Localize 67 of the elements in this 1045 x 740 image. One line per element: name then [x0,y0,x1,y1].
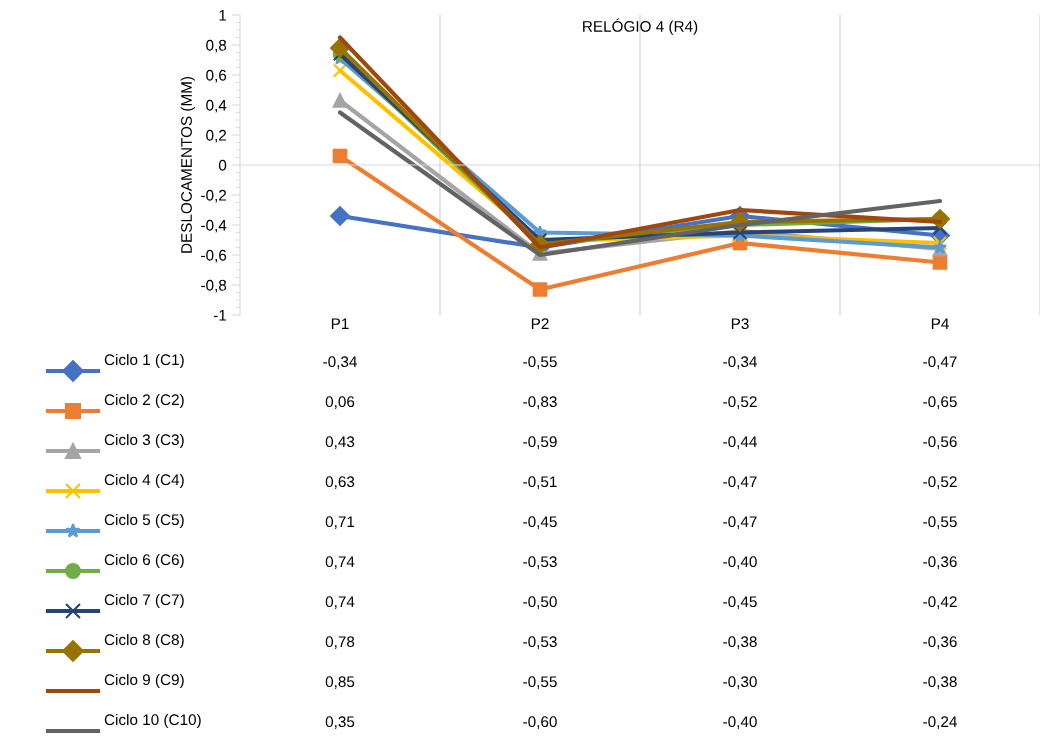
data-label: -0,83 [523,396,557,409]
data-label: 0,74 [325,596,355,609]
data-label: 0,43 [325,436,355,449]
data-label: -0,65 [923,396,957,409]
legend-label: Ciclo 6 (C6) [104,553,184,569]
y-tick-label: -0,4 [201,219,227,233]
data-label: -0,51 [523,476,557,489]
y-tick-label: -0,6 [201,249,227,263]
data-label: -0,50 [523,596,557,609]
data-label: -0,42 [923,596,957,609]
y-tick-label: 0,4 [206,99,227,113]
legend-label: Ciclo 3 (C3) [104,433,184,449]
legend-label: Ciclo 7 (C7) [104,593,184,609]
y-tick-label: -0,2 [201,189,227,203]
data-label: -0,55 [523,356,557,369]
data-label: -0,36 [923,556,957,569]
data-label: -0,55 [523,676,557,689]
legend-label: Ciclo 5 (C5) [104,513,184,529]
data-label: -0,38 [723,636,757,649]
data-label: -0,59 [523,436,557,449]
legend-label: Ciclo 2 (C2) [104,393,184,409]
y-tick-label: -0,8 [201,279,227,293]
data-label: -0,38 [923,676,957,689]
data-label: -0,52 [923,476,957,489]
data-label: 0,74 [325,556,355,569]
chart-title: RELÓGIO 4 (R4) [583,18,698,35]
data-label: -0,55 [923,516,957,529]
y-tick-label: 0,2 [206,129,227,143]
data-label: -0,34 [723,356,757,369]
data-label: -0,40 [723,556,757,569]
data-label: -0,53 [523,636,557,649]
legend-label: Ciclo 4 (C4) [104,473,184,489]
data-label: -0,56 [923,436,957,449]
data-label: 0,63 [325,476,355,489]
data-label: -0,36 [923,636,957,649]
data-label: -0,45 [523,516,557,529]
data-label: -0,47 [723,516,757,529]
legend-label: Ciclo 1 (C1) [104,353,184,369]
data-label: -0,24 [923,716,957,729]
data-label: -0,47 [723,476,757,489]
data-label: -0,47 [923,356,957,369]
data-label: 0,06 [325,396,355,409]
legend-label: Ciclo 9 (C9) [104,673,184,689]
y-tick-label: 0,6 [206,69,227,83]
data-label: -0,40 [723,716,757,729]
data-label: -0,45 [723,596,757,609]
data-label: 0,78 [325,636,355,649]
data-label: -0,34 [323,356,357,369]
legend-label: Ciclo 10 (C10) [104,713,201,729]
x-tick-label: P4 [931,318,949,329]
y-axis-title: DESLOCAMENTOS (MM) [180,76,195,253]
data-label: -0,30 [723,676,757,689]
y-tick-label: -1 [213,310,227,321]
data-label: -0,44 [723,436,757,449]
x-tick-label: P3 [731,318,749,330]
data-label: 0,85 [325,676,355,689]
y-tick-label: 0,8 [206,39,227,53]
data-label: -0,53 [523,556,557,569]
data-label: 0,71 [325,516,355,529]
x-tick-label: P1 [331,318,349,329]
y-tick-label: 0 [218,159,227,171]
x-tick-label: P2 [531,318,549,329]
data-label: 0,35 [325,716,355,729]
legend-label: Ciclo 8 (C8) [104,633,184,649]
data-label: -0,60 [523,716,557,729]
data-label: -0,52 [723,396,757,409]
y-tick-label: 1 [219,10,227,21]
